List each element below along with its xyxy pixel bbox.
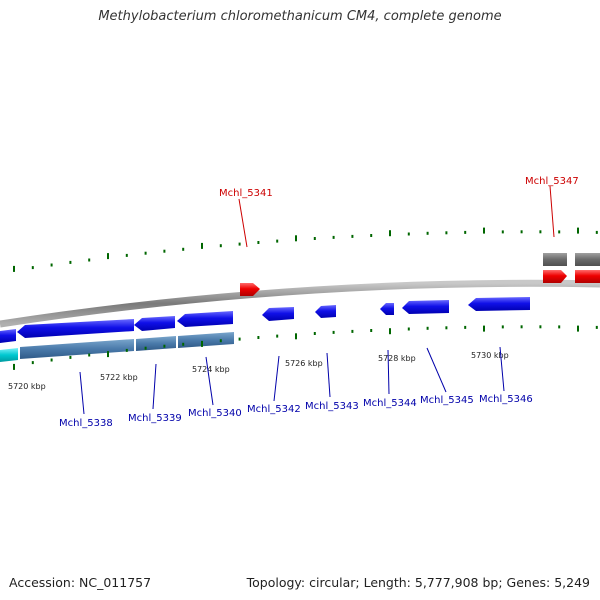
gene-label-mchl-5338[interactable]: Mchl_5338 [59,418,113,429]
gene-mchl-5340-glyph[interactable] [177,311,233,327]
gene-label-mchl-5342[interactable]: Mchl_5342 [247,404,301,415]
gene-mchl-5343-glyph[interactable] [315,305,336,318]
gene-mchl-5338-glyph[interactable] [17,319,134,338]
leader-line-mchl-5346 [499,346,505,392]
scale-tick-label: 5728 kbp [378,354,416,363]
scale-tick-label: 5722 kbp [100,373,138,382]
gene-label-mchl-5340[interactable]: Mchl_5340 [188,408,242,419]
reverse-strand-genes [0,297,530,343]
gene-grey-glyph[interactable] [543,253,567,266]
lower-tick-row [13,325,598,370]
leader-line-mchl-5347 [549,185,555,238]
leader-line-mchl-5345 [426,347,447,393]
leader-line-mchl-5340 [205,356,214,406]
operon-segment [178,332,234,348]
gene-label-mchl-5344[interactable]: Mchl_5344 [363,398,417,409]
map-title: Methylobacterium chloromethanicum CM4, c… [98,9,502,24]
scale-tick-label: 5720 kbp [8,382,46,391]
gene-mchl-5339-glyph[interactable] [134,316,175,331]
rna-gene-glyph[interactable] [0,348,18,362]
label-leader-lines [79,185,555,415]
leader-line-mchl-5338 [79,371,85,415]
scale-tick-label: 5726 kbp [285,359,323,368]
genome-backbone [0,279,600,328]
gene-label-mchl-5341[interactable]: Mchl_5341 [219,188,273,199]
gene-mchl-5341-glyph[interactable] [240,283,260,296]
gene-grey-glyph[interactable] [575,253,600,266]
gene-mchl-5346-glyph[interactable] [468,297,530,311]
forward-strand-genes [240,253,600,296]
gene-label-mchl-5347[interactable]: Mchl_5347 [525,176,579,187]
accession-text: Accession: NC_011757 [9,575,152,590]
gene-label-mchl-5346[interactable]: Mchl_5346 [479,394,533,405]
leader-line-mchl-5344 [387,349,390,395]
operon-segment [136,336,176,351]
gene-neighbour-glyph[interactable] [575,270,600,283]
topology-text: Topology: circular; Length: 5,777,908 bp… [246,575,590,590]
gene-label-mchl-5345[interactable]: Mchl_5345 [420,395,474,406]
gene-labels: Mchl_5341 Mchl_5347 Mchl_5338 Mchl_5339 … [59,176,579,429]
leader-line-mchl-5343 [326,352,331,398]
gene-mchl-5344-glyph[interactable] [380,303,394,315]
scale-tick-label: 5724 kbp [192,365,230,374]
scale-tick-label: 5730 kbp [471,351,509,360]
operon-segment [20,339,134,359]
gene-mchl-5337-glyph[interactable] [0,329,16,343]
operon-band [0,332,234,362]
gene-label-mchl-5339[interactable]: Mchl_5339 [128,413,182,424]
upper-tick-row [13,227,598,272]
gene-mchl-5347-glyph[interactable] [543,270,567,283]
gene-mchl-5345-glyph[interactable] [402,300,449,314]
gene-label-mchl-5343[interactable]: Mchl_5343 [305,401,359,412]
leader-line-mchl-5342 [273,355,280,402]
gene-mchl-5342-glyph[interactable] [262,307,294,321]
leader-line-mchl-5341 [238,198,248,248]
scale-labels: 5720 kbp 5722 kbp 5724 kbp 5726 kbp 5728… [8,351,509,391]
leader-line-mchl-5339 [152,363,157,410]
